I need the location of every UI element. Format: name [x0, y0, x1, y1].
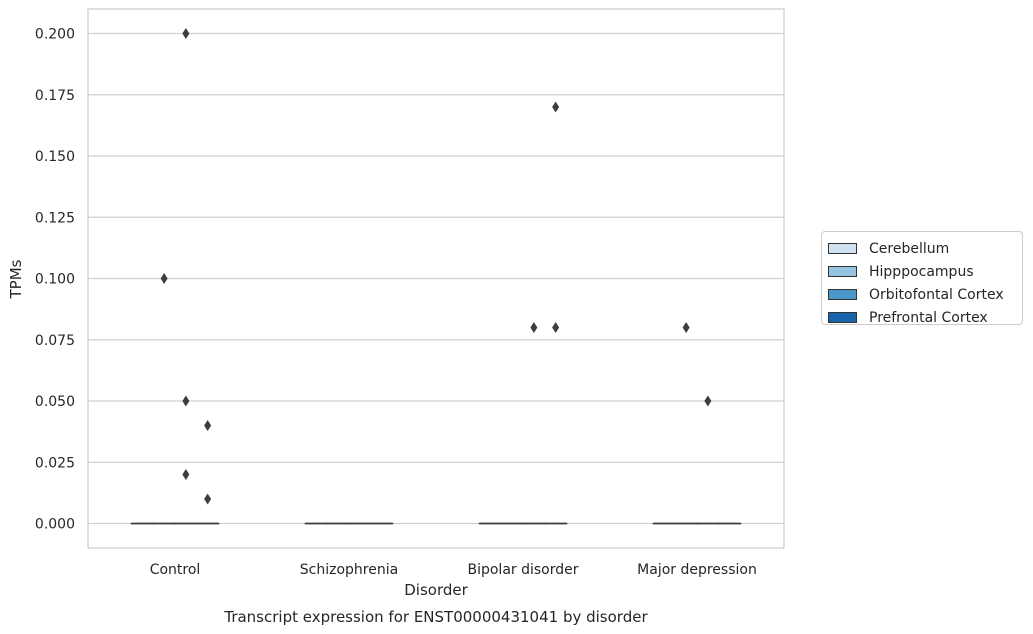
outlier-point [682, 322, 690, 333]
legend-label: Prefrontal Cortex [869, 309, 988, 326]
legend-swatch [828, 312, 857, 323]
y-tick-label: 0.200 [35, 27, 75, 43]
outlier-point [204, 420, 212, 431]
legend-item-cerebellum: Cerebellum [822, 237, 1022, 260]
legend: Cerebellum Hipppocampus Orbitofontal Cor… [821, 231, 1023, 326]
outlier-point [552, 101, 560, 113]
y-tick-label: 0.100 [35, 272, 75, 288]
y-tick-label: 0.050 [35, 394, 75, 410]
y-tick-label: 0.125 [35, 210, 75, 226]
y-tick-label: 0.025 [35, 455, 75, 471]
legend-item-orbitofrontal-cortex: Orbitofontal Cortex [822, 283, 1022, 306]
outlier-point [552, 322, 560, 333]
x-tick-label: Bipolar disorder [467, 562, 578, 578]
legend-swatch [828, 289, 857, 300]
outlier-point [182, 395, 190, 407]
x-tick-label: Major depression [637, 562, 757, 578]
outlier-point [160, 273, 168, 284]
outlier-point [204, 493, 212, 505]
outlier-point [530, 322, 538, 333]
legend-swatch [828, 266, 857, 277]
x-axis-title: Disorder [404, 581, 468, 599]
y-axis-title: TPMs [7, 259, 25, 299]
legend-label: Hipppocampus [869, 263, 974, 280]
y-tick-label: 0.175 [35, 88, 75, 104]
x-tick-label: Control [150, 562, 201, 578]
legend-label: Cerebellum [869, 240, 950, 257]
plot-frame [87, 8, 785, 549]
legend-label: Orbitofontal Cortex [869, 286, 1004, 303]
legend-item-hippocampus: Hipppocampus [822, 260, 1022, 283]
y-tick-label: 0.150 [35, 149, 75, 165]
outlier-points [160, 28, 712, 505]
grid-lines [88, 32, 784, 525]
outlier-point [182, 28, 190, 39]
legend-swatch [828, 243, 857, 254]
outlier-point [704, 395, 712, 407]
y-tick-label: 0.000 [35, 517, 75, 533]
y-tick-label: 0.075 [35, 333, 75, 349]
y-tick-labels: 0.000 0.025 0.050 0.075 0.100 0.125 0.150 0.175… [35, 27, 75, 533]
x-tick-label: Schizophrenia [300, 562, 398, 578]
legend-item-prefrontal-cortex: Prefrontal Cortex [822, 306, 1022, 329]
x-tick-labels: Control Schizophrenia Bipolar disorder Majo… [150, 562, 757, 578]
chart-title: Transcript expression for ENST0000043104… [223, 608, 648, 626]
outlier-point [182, 469, 190, 480]
